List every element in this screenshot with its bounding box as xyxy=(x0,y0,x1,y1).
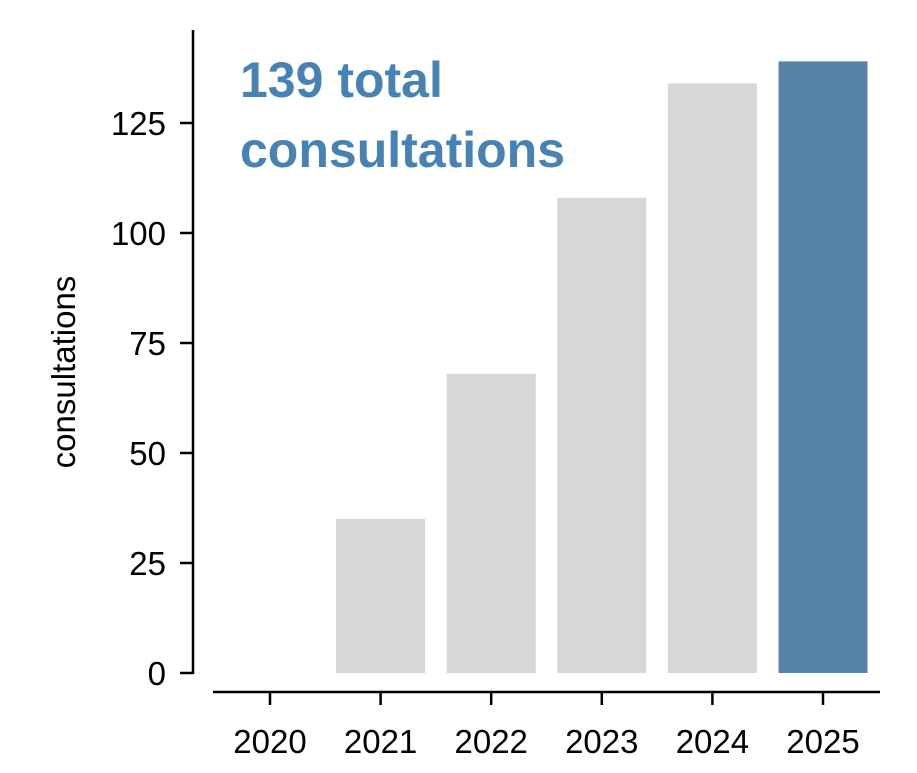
y-tick-label: 125 xyxy=(111,105,166,142)
bar-2024 xyxy=(667,83,757,673)
x-tick-label: 2022 xyxy=(454,723,527,760)
bar-2021 xyxy=(336,519,426,673)
x-tick-label: 2025 xyxy=(786,723,859,760)
x-tick-label: 2024 xyxy=(676,723,749,760)
x-ticks: 2020 2021 2022 2023 2024 2025 xyxy=(233,692,860,760)
bar-2025 xyxy=(778,61,868,673)
x-tick-label: 2021 xyxy=(344,723,417,760)
y-tick-label: 100 xyxy=(111,215,166,252)
y-axis-label: consultations xyxy=(45,276,82,469)
y-ticks: 0 25 50 75 100 125 xyxy=(111,105,193,692)
bars xyxy=(336,61,868,674)
annotation-line-2: consultations xyxy=(240,122,565,178)
annotation-line-1: 139 total xyxy=(240,52,443,108)
y-tick-label: 25 xyxy=(129,545,166,582)
bar-2022 xyxy=(446,373,536,673)
y-tick-label: 75 xyxy=(129,325,166,362)
x-tick-label: 2020 xyxy=(233,723,306,760)
y-tick-label: 0 xyxy=(148,655,166,692)
bar-2023 xyxy=(557,197,647,674)
x-tick-label: 2023 xyxy=(565,723,638,760)
y-tick-label: 50 xyxy=(129,435,166,472)
